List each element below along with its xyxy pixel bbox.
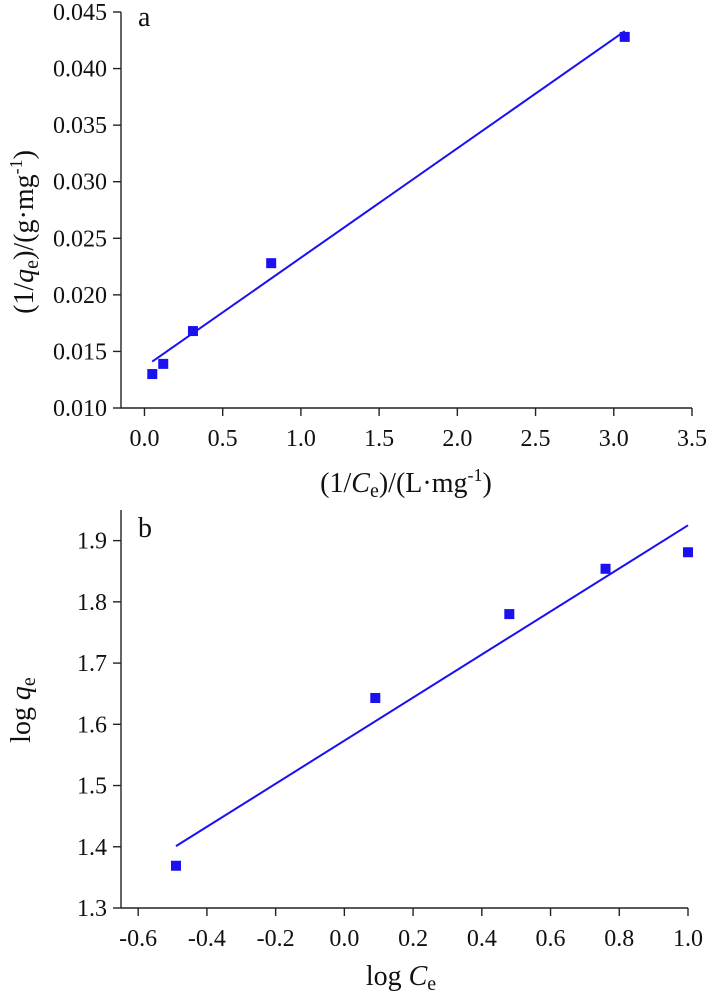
panel-a-xlabel-sup: -1 [468, 465, 483, 485]
panel-a-y-tick-label: 0.035 [53, 113, 107, 139]
panel-b-ticks: -0.6 -0.4 -0.2 0.0 0.2 0.4 0.6 0.8 1.0 1.3 1.4 1.5 1… [77, 529, 703, 952]
panel-a-x-tick-label: 3.5 [677, 426, 706, 452]
panel-b-data-point [504, 609, 515, 620]
panel-b-x-tick-label: 0.0 [329, 926, 359, 952]
panel-b-fit-line-group [175, 524, 689, 848]
panel-b-x-tick-label: 0.2 [398, 926, 428, 952]
panel-a-chart: a 0.0 0.5 1.0 1.5 2.0 2.5 3.0 3.5 0.010 0.015 0.02… [6, 0, 706, 502]
panel-b-x-tick-label: 0.8 [604, 926, 634, 952]
panel-a-x-tick-label: 2.0 [442, 426, 472, 452]
panel-b-ylabel-var: q [6, 686, 37, 700]
panel-b-ylabel-sub: e [18, 677, 40, 686]
panel-a-y-tick-label: 0.040 [53, 57, 107, 83]
panel-a-data-point [158, 358, 169, 369]
panel-b-xlabel-var: C [409, 961, 428, 992]
panel-a-fit-line [151, 30, 626, 363]
panel-a-ylabel-mid: )/(g·mg [9, 174, 40, 260]
panel-a-ylabel-var: q [9, 269, 40, 283]
panel-b-xlabel-sub: e [427, 973, 436, 995]
panel-a-xlabel-prefix: (1/ [320, 468, 351, 499]
panel-a-x-tick-label: 2.5 [521, 426, 551, 452]
panel-b-y-tick-label: 1.7 [77, 651, 107, 677]
panel-a-x-tick-label: 3.0 [599, 426, 629, 452]
panel-a-ylabel-sup: -1 [6, 159, 26, 174]
panel-b-letter: b [138, 513, 152, 544]
panel-b-x-axis-title: log Ce [366, 961, 436, 995]
panel-b-xlabel-prefix: log [366, 961, 409, 992]
panel-b-y-tick-label: 1.3 [77, 896, 107, 922]
panel-a-xlabel-sub: e [370, 480, 379, 502]
panel-a-y-tick-label: 0.010 [53, 396, 107, 422]
panel-a-ylabel-suffix: ) [9, 150, 40, 159]
panel-a-letter: a [138, 2, 151, 33]
panel-b-data-point [600, 563, 611, 574]
panel-b-x-tick-label: -0.6 [119, 926, 157, 952]
panel-b-markers [170, 547, 693, 871]
panel-a-ticks: 0.0 0.5 1.0 1.5 2.0 2.5 3.0 3.5 0.010 0.015 0.020 0… [53, 0, 706, 452]
panel-b-y-tick-label: 1.6 [77, 712, 107, 738]
panel-a-y-tick-label: 0.020 [53, 283, 107, 309]
panel-a-y-axis-title: (1/qe)/(g·mg-1) [6, 150, 43, 314]
panel-a-data-point [619, 31, 630, 42]
panel-a-data-point [266, 258, 277, 269]
panel-a-x-tick-label: 0.0 [129, 426, 159, 452]
panel-a-markers [147, 31, 630, 380]
panel-a-y-tick-label: 0.025 [53, 226, 107, 252]
panel-b-data-point [170, 860, 181, 871]
panel-a-fit-line-group [151, 30, 626, 363]
panel-b-fit-line [175, 524, 689, 848]
panel-a-y-tick-label: 0.015 [53, 339, 107, 365]
panel-b-ylabel-prefix: log [6, 700, 37, 743]
panel-a-xlabel-suffix: ) [483, 468, 492, 499]
panel-b-y-axis-title: log qe [6, 677, 40, 743]
panel-a-x-axis-title: (1/Ce)/(L·mg-1) [320, 465, 492, 502]
panel-a-x-tick-label: 1.0 [286, 426, 316, 452]
panel-a-y-tick-label: 0.030 [53, 170, 107, 196]
panel-b-y-tick-label: 1.5 [77, 774, 107, 800]
panel-a-data-point [187, 326, 198, 337]
panel-a-xlabel-mid: )/(L·mg [379, 468, 468, 499]
panel-a-y-tick-label: 0.045 [53, 0, 107, 26]
panel-b-data-point [370, 692, 381, 703]
panel-b-y-tick-label: 1.4 [77, 835, 107, 861]
panel-b-x-tick-label: -0.4 [188, 926, 226, 952]
panel-a-xlabel-var: C [351, 468, 370, 499]
panel-a-ylabel-prefix: (1/ [9, 283, 40, 314]
panel-b-y-tick-label: 1.8 [77, 590, 107, 616]
panel-a-data-point [147, 369, 158, 380]
panel-b-chart: b -0.6 -0.4 -0.2 0.0 0.2 0.4 0.6 0.8 1.0 1.3 1.4 1.… [6, 510, 703, 995]
panel-a-ylabel-sub: e [21, 260, 43, 269]
panel-b-x-tick-label: -0.2 [257, 926, 295, 952]
panel-b-x-tick-label: 0.6 [536, 926, 566, 952]
panel-a-x-tick-label: 0.5 [208, 426, 238, 452]
panel-b-x-tick-label: 1.0 [673, 926, 703, 952]
panel-a-x-tick-label: 1.5 [364, 426, 394, 452]
panel-b-x-tick-label: 0.4 [467, 926, 497, 952]
panel-b-data-point [683, 547, 693, 558]
panel-b-y-tick-label: 1.9 [77, 529, 107, 555]
